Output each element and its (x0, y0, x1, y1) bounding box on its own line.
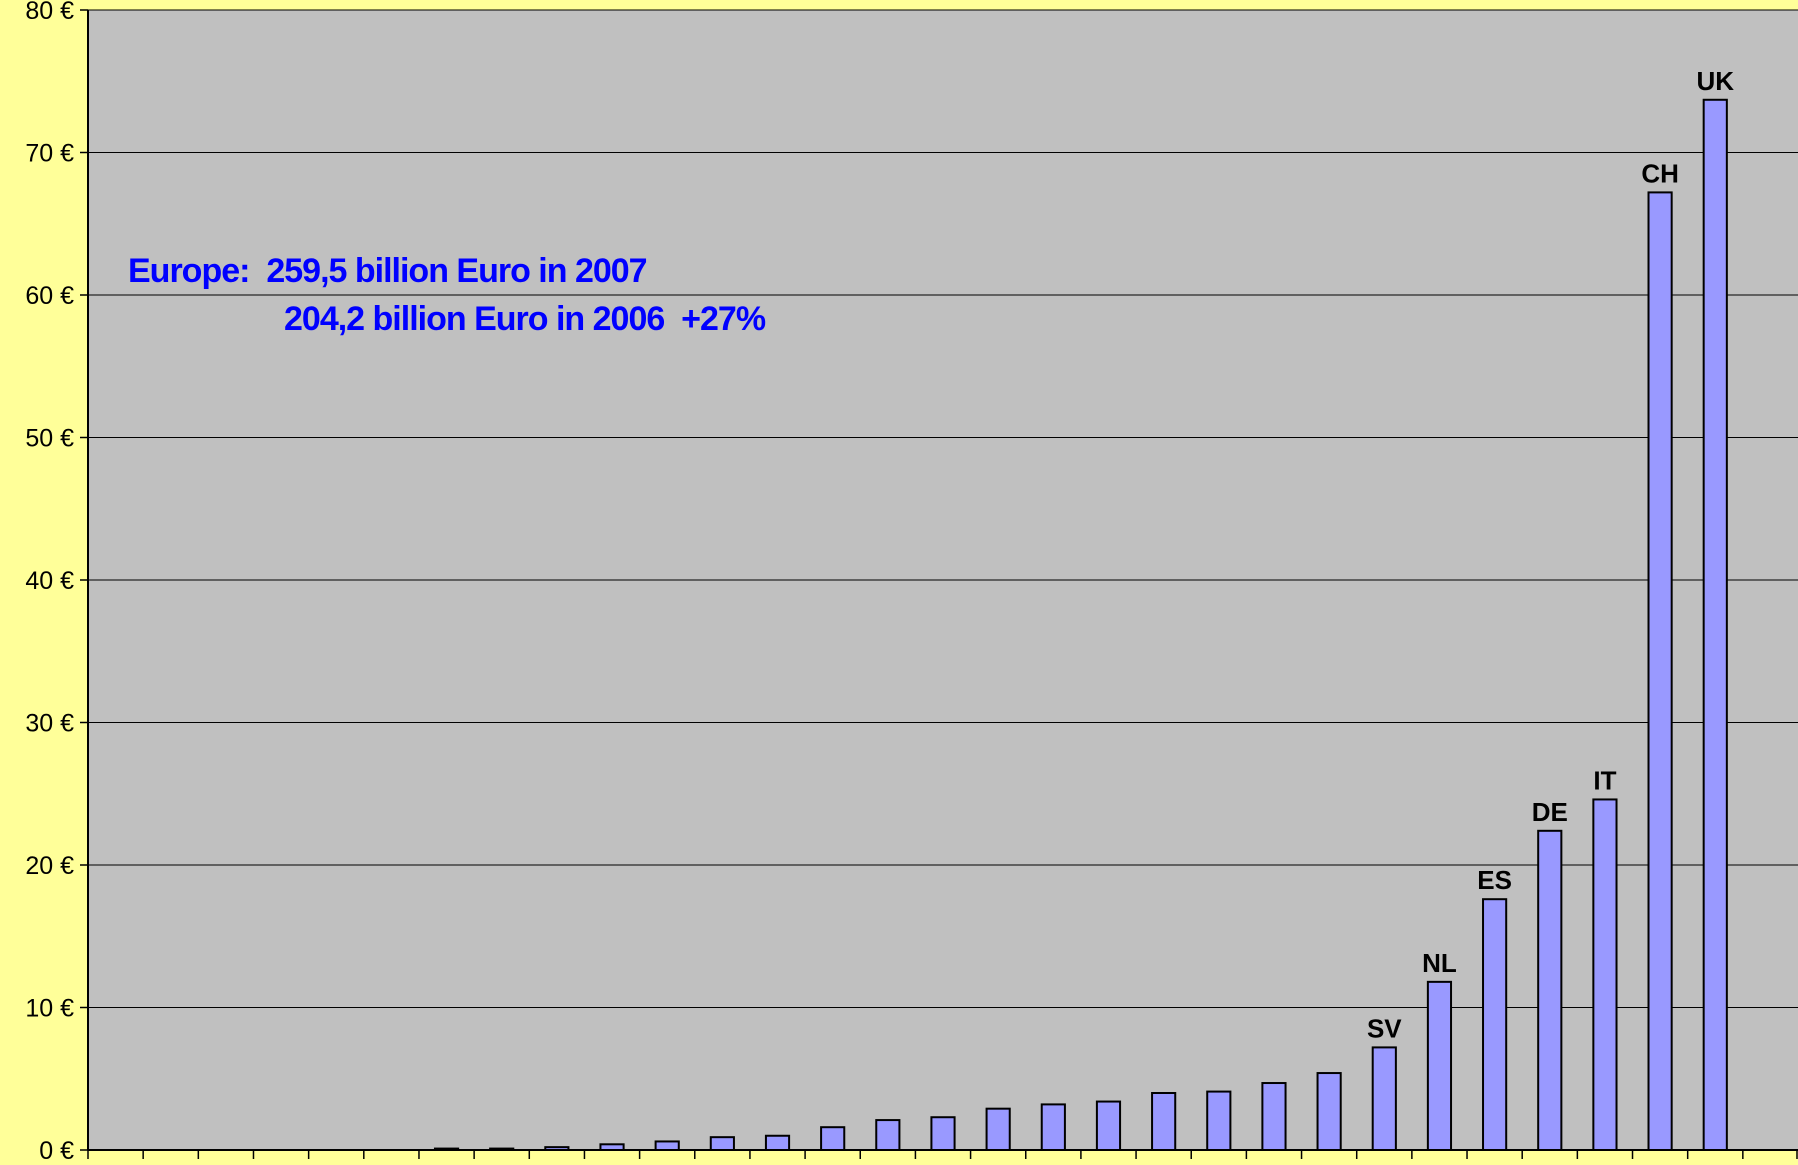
y-tick-label: 10 € (25, 995, 74, 1023)
bar (654, 1140, 680, 1151)
axes (87, 10, 1798, 1159)
annotation-2007-total: Europe: 259,5 billion Euro in 2007 (128, 252, 647, 290)
gridlines (80, 9, 1798, 1151)
y-tick-label: 0 € (39, 1137, 74, 1165)
y-tick-label: 50 € (25, 425, 74, 453)
bar-label-uk: UK (1696, 66, 1734, 96)
bar-label-sv: SV (1367, 1013, 1402, 1043)
bar (1040, 1103, 1066, 1152)
bar (709, 1136, 735, 1152)
bar-label-it: IT (1593, 765, 1616, 795)
bars (433, 98, 1728, 1152)
y-axis-tick-labels: 0 € 10 € 20 € 30 € 40 € 50 € 60 € 70 € 80 € (25, 0, 74, 1165)
bar-nl (1426, 980, 1453, 1151)
y-tick-label: 80 € (25, 0, 74, 25)
bar (1206, 1090, 1232, 1151)
y-tick-label: 20 € (25, 852, 74, 880)
bar-label-nl: NL (1422, 948, 1457, 978)
bar (820, 1126, 846, 1151)
y-tick-label: 30 € (25, 710, 74, 738)
y-tick-label: 60 € (25, 282, 74, 310)
bar (1095, 1100, 1122, 1152)
bar-de (1537, 829, 1563, 1151)
y-tick-label: 70 € (25, 140, 74, 168)
y-tick-label: 40 € (25, 567, 74, 595)
bar-label-de: DE (1532, 797, 1568, 827)
bar (1316, 1072, 1342, 1152)
bar-uk (1702, 98, 1728, 1151)
bar-ch (1647, 191, 1673, 1151)
bar-label-es: ES (1477, 865, 1512, 895)
bar (875, 1119, 901, 1151)
bar (764, 1134, 791, 1151)
bar (985, 1107, 1011, 1152)
bar-label-ch: CH (1641, 158, 1679, 188)
bar-es (1482, 898, 1508, 1152)
annotation-2006-total: 204,2 billion Euro in 2006 +27% (284, 300, 766, 338)
bar (930, 1116, 956, 1151)
bar-sv (1371, 1046, 1397, 1152)
bar-it (1592, 798, 1618, 1151)
bar (1151, 1092, 1177, 1151)
bar (1261, 1082, 1287, 1152)
bar-labels: SV NL ES DE IT CH UK (1367, 66, 1734, 1044)
